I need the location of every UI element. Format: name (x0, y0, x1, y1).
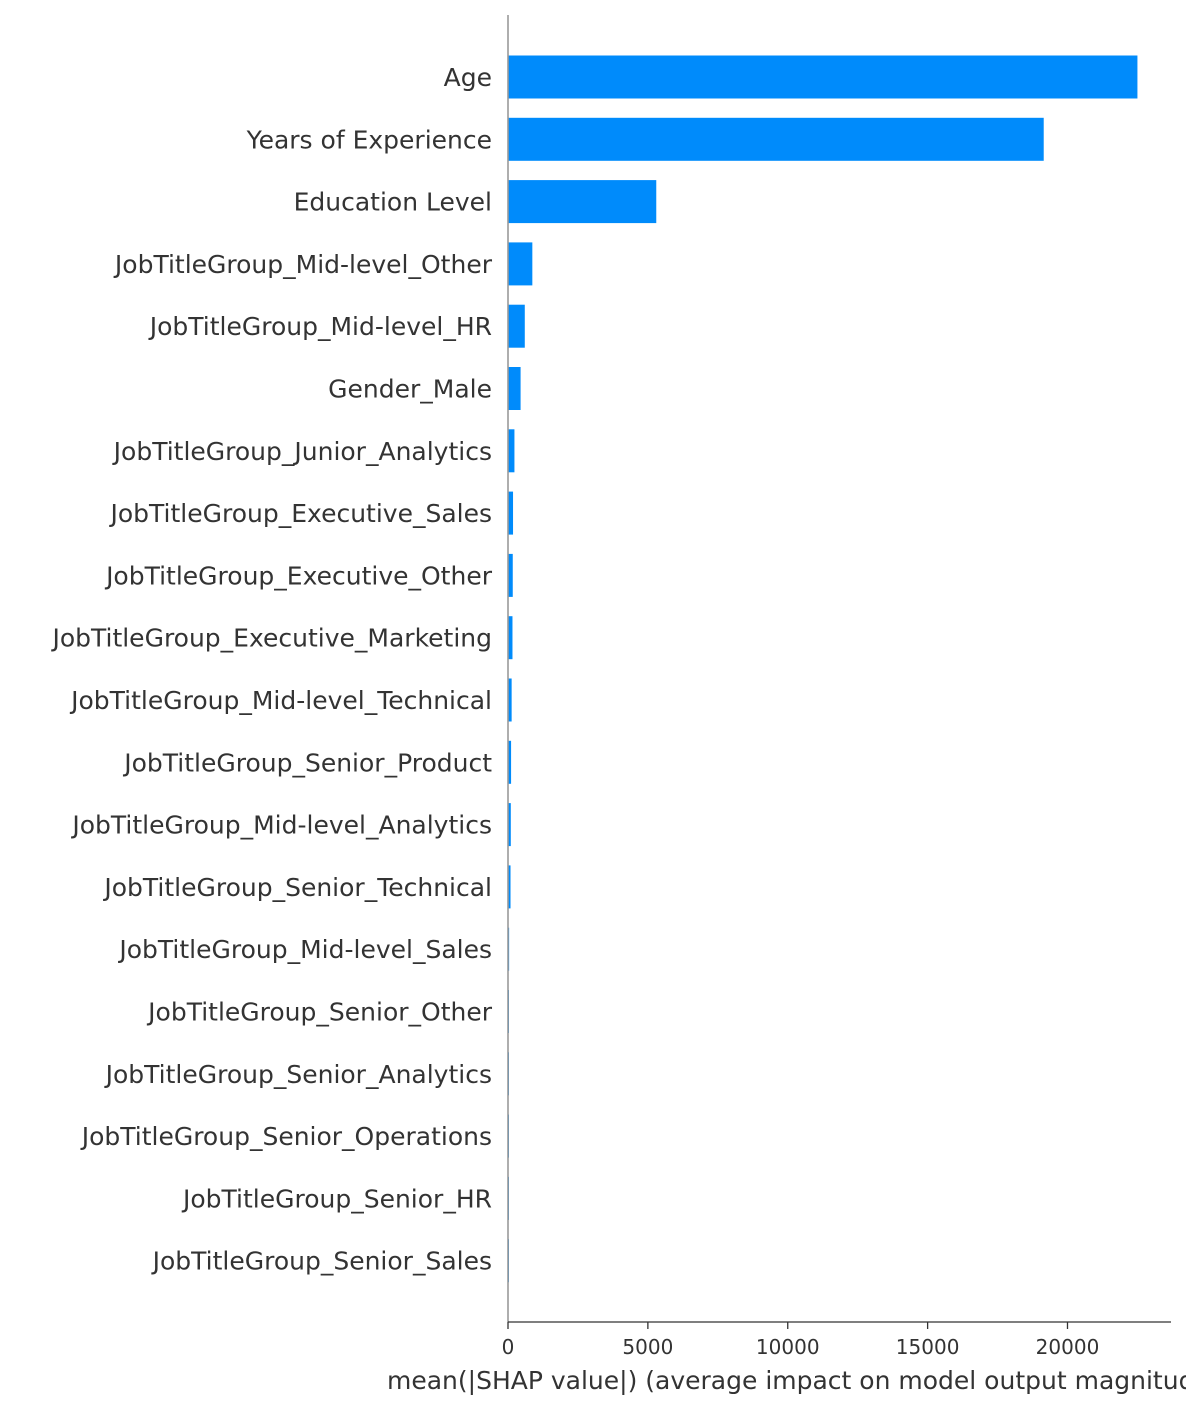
bar-12 (508, 803, 511, 847)
feature-label-18: JobTitleGroup_Senior_HR (181, 1184, 492, 1213)
bar-9 (508, 616, 513, 660)
feature-label-10: JobTitleGroup_Mid-level_Technical (69, 686, 492, 715)
feature-label-9: JobTitleGroup_Executive_Marketing (50, 624, 492, 653)
x-ticks-group: 0 5000 10000 15000 20000 (502, 1322, 1100, 1359)
bar-8 (508, 553, 513, 597)
bar-4 (508, 304, 525, 348)
feature-label-14: JobTitleGroup_Mid-level_Sales (117, 935, 492, 964)
feature-label-19: JobTitleGroup_Senior_Sales (151, 1247, 492, 1276)
x-tick-label-4: 20000 (1036, 1335, 1100, 1359)
feature-label-8: JobTitleGroup_Executive_Other (104, 561, 493, 590)
x-tick-label-0: 0 (502, 1335, 515, 1359)
feature-label-16: JobTitleGroup_Senior_Analytics (104, 1060, 492, 1089)
x-tick-label-1: 5000 (622, 1335, 673, 1359)
bar-0 (508, 55, 1138, 99)
feature-label-11: JobTitleGroup_Senior_Product (122, 748, 492, 777)
feature-label-5: Gender_Male (328, 375, 492, 404)
feature-label-0: Age (444, 63, 492, 92)
feature-label-3: JobTitleGroup_Mid-level_Other (113, 250, 493, 279)
bar-3 (508, 242, 533, 286)
bar-1 (508, 117, 1044, 161)
x-tick-label-3: 15000 (896, 1335, 960, 1359)
bar-5 (508, 367, 521, 410)
feature-label-2: Education Level (294, 188, 492, 217)
bar-6 (508, 429, 515, 473)
bar-13 (508, 865, 511, 909)
feature-label-6: JobTitleGroup_Junior_Analytics (112, 437, 492, 466)
feature-label-15: JobTitleGroup_Senior_Other (146, 998, 493, 1027)
feature-label-12: JobTitleGroup_Mid-level_Analytics (70, 811, 492, 840)
feature-label-13: JobTitleGroup_Senior_Technical (102, 873, 492, 902)
bar-10 (508, 678, 512, 722)
x-axis-label: mean(|SHAP value|) (average impact on mo… (387, 1366, 1186, 1395)
feature-label-4: JobTitleGroup_Mid-level_HR (148, 312, 492, 341)
bar-7 (508, 491, 514, 535)
bar-11 (508, 740, 512, 784)
feature-label-7: JobTitleGroup_Executive_Sales (109, 499, 492, 528)
bar-2 (508, 180, 657, 224)
bars-group (508, 55, 1138, 1283)
feature-label-1: Years of Experience (246, 125, 492, 154)
feature-labels-group: Age Years of Experience Education Level Job… (50, 63, 492, 1276)
x-tick-label-2: 10000 (756, 1335, 820, 1359)
feature-label-17: JobTitleGroup_Senior_Operations (80, 1122, 492, 1151)
